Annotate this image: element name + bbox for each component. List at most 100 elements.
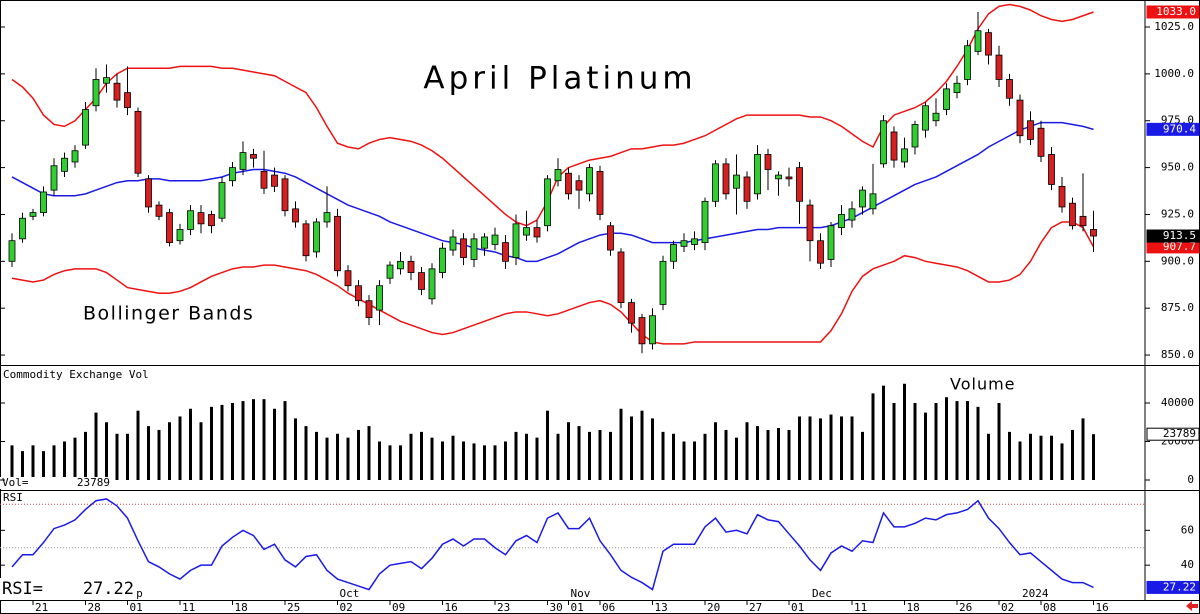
volume-bar	[252, 399, 255, 480]
x-tick-label: 01	[571, 601, 584, 614]
volume-bar	[598, 429, 602, 480]
volume-bar	[283, 401, 287, 480]
volume-bar	[882, 385, 885, 480]
volume-bar	[966, 401, 969, 480]
volume-bar	[798, 416, 801, 480]
candle-body	[365, 300, 373, 318]
volume-bar	[651, 418, 654, 480]
volume-bar	[21, 451, 24, 480]
x-tick-label: 02	[1001, 601, 1014, 614]
x-tick-label: 20	[707, 601, 720, 614]
volume-bar	[472, 443, 476, 480]
candle-body	[40, 191, 47, 213]
candle-body	[197, 212, 205, 225]
candle-body	[659, 260, 667, 305]
candle-body	[743, 176, 751, 202]
scroll-arrow[interactable]	[1186, 601, 1198, 611]
volume-bar	[1029, 433, 1032, 480]
volume-bar	[231, 402, 234, 480]
candle-body	[418, 272, 425, 290]
candle-body	[1090, 229, 1097, 237]
candle-body	[680, 240, 688, 247]
x-tick-label: 01	[791, 601, 804, 614]
volume-bar	[1050, 435, 1053, 480]
volume-bar	[819, 418, 822, 480]
volume-bar	[441, 441, 444, 480]
candle-body	[649, 315, 656, 345]
x-tick-label: 26	[959, 601, 972, 614]
candle-body	[953, 82, 961, 94]
value-box-label: 1033.0	[1156, 5, 1196, 18]
plot-area	[0, 3, 1145, 591]
candle-body	[355, 285, 362, 302]
volume-bar	[1092, 434, 1095, 480]
candle-body	[785, 176, 793, 180]
volume-bar	[462, 441, 465, 480]
candle-body	[250, 154, 257, 159]
value-box	[1146, 122, 1200, 136]
candle-body	[428, 268, 436, 300]
volume-bar	[693, 441, 696, 480]
x-tick-label: 09	[392, 601, 405, 614]
candle-body	[271, 174, 278, 187]
candle-body	[575, 180, 583, 191]
x-tick-label: 13	[655, 601, 668, 614]
volume-bar	[73, 437, 77, 480]
volume-bar	[829, 414, 833, 480]
volume-bar	[525, 433, 528, 480]
x-tick-label: 18	[235, 601, 248, 614]
candle-body	[323, 212, 331, 223]
volume-bar	[1039, 435, 1043, 480]
candle-body	[596, 170, 604, 215]
candle-body	[502, 242, 509, 262]
x-tick-label: 21	[35, 601, 48, 614]
candle-body	[61, 157, 68, 172]
candle-body	[281, 178, 289, 212]
y-tick-label: 950.0	[1161, 161, 1194, 174]
candle-body	[218, 182, 226, 219]
volume-bar	[304, 426, 308, 480]
volume-bar	[315, 431, 318, 480]
candle-body	[470, 238, 478, 260]
readout-label: RSI=	[2, 579, 43, 599]
volume-bar	[703, 433, 707, 480]
x-tick-label: 30	[550, 601, 563, 614]
candle-body	[523, 227, 530, 236]
volume-bar	[294, 418, 297, 480]
candle-body	[827, 225, 835, 260]
value-box	[1146, 427, 1200, 441]
volume-bar	[1060, 443, 1064, 480]
candle-body	[964, 45, 971, 80]
candle-body	[71, 150, 79, 163]
value-box-label: 970.4	[1163, 122, 1196, 135]
volume-bar	[735, 437, 738, 480]
value-box-label: 23789	[1163, 427, 1196, 440]
volume-bar	[924, 412, 927, 480]
y-tick-label: 1025.0	[1154, 20, 1194, 33]
volume-bar	[766, 429, 770, 480]
readout-value: 27.22	[83, 579, 134, 599]
readout-box	[0, 578, 136, 600]
candle-body	[733, 174, 740, 189]
volume-bar	[147, 426, 150, 480]
volume-bar	[262, 399, 266, 480]
x-tick-label: 01	[130, 601, 143, 614]
volume-bar	[10, 445, 14, 480]
volume-bar	[640, 410, 644, 480]
candle-body	[859, 189, 866, 208]
volume-bar	[367, 426, 371, 480]
volume-bar	[661, 431, 665, 480]
volume-bar	[178, 416, 182, 480]
volume-bar	[210, 406, 213, 480]
candle-body	[722, 163, 730, 195]
chart-title: April Platinum	[423, 61, 696, 97]
volume-bar	[504, 441, 507, 480]
candle-body	[1069, 202, 1076, 227]
candle-body	[113, 82, 121, 101]
volume-bar	[840, 416, 843, 480]
candle-body	[145, 178, 152, 208]
candle-body	[806, 204, 814, 242]
candle-body	[691, 238, 698, 245]
candle-body	[764, 154, 772, 170]
